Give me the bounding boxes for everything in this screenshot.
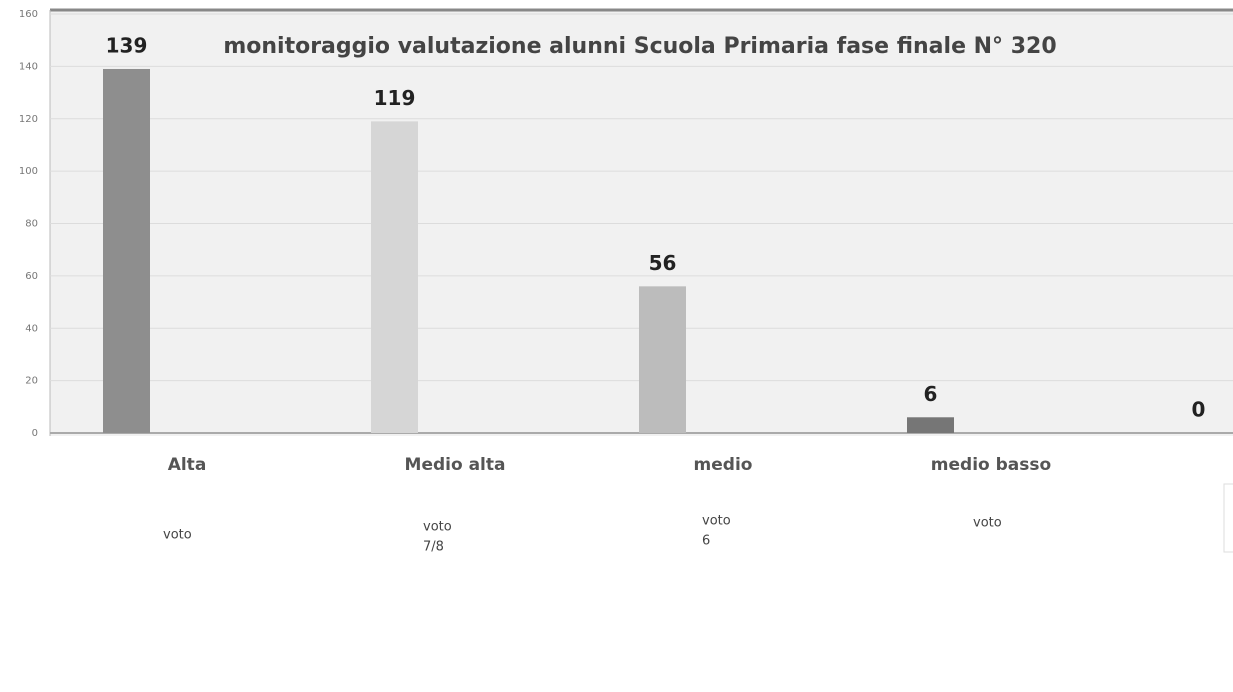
category-annotation: 7/8 — [423, 540, 444, 555]
y-tick-label: 60 — [25, 271, 38, 282]
category-annotation: 6 — [702, 534, 710, 549]
category-annotation: voto — [702, 514, 731, 529]
x-tick-label: Alta — [168, 455, 207, 475]
y-tick-label: 100 — [19, 166, 38, 177]
x-tick-label: Medio alta — [405, 455, 506, 475]
category-annotation: voto — [423, 520, 452, 535]
y-tick-label: 120 — [19, 114, 38, 125]
y-tick-label: 160 — [19, 9, 38, 20]
y-tick-label: 40 — [25, 323, 38, 334]
category-annotation: voto — [163, 528, 192, 543]
category-annotation: voto — [973, 516, 1002, 531]
y-tick-label: 80 — [25, 219, 38, 230]
data-label: 56 — [649, 251, 677, 275]
y-tick-label: 0 — [32, 428, 38, 439]
bar — [371, 121, 418, 434]
y-tick-label: 20 — [25, 376, 38, 387]
legend-edge — [1223, 483, 1233, 553]
bar — [639, 286, 686, 433]
data-label: 0 — [1192, 398, 1206, 422]
y-tick-label: 140 — [19, 61, 38, 72]
data-label: 139 — [106, 33, 148, 57]
chart-title: monitoraggio valutazione alunni Scuola P… — [223, 34, 1056, 59]
data-label: 6 — [924, 382, 938, 406]
bar — [907, 417, 954, 433]
x-tick-label: medio basso — [931, 455, 1051, 475]
bar — [103, 68, 150, 434]
data-label: 119 — [374, 86, 416, 110]
x-tick-label: medio — [694, 455, 753, 475]
